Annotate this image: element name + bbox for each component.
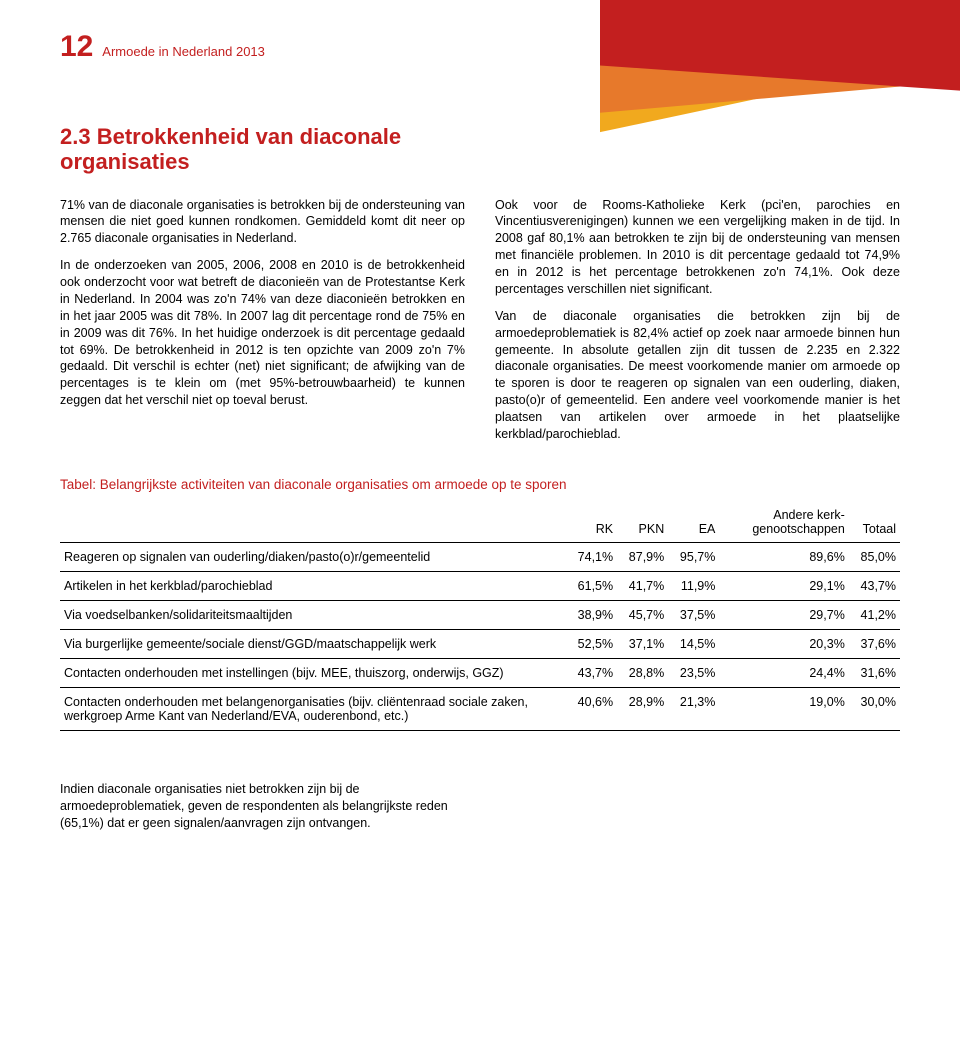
table-cell: 37,6% [849, 629, 900, 658]
table-cell: 37,1% [617, 629, 668, 658]
table-header-cell: RK [566, 502, 617, 543]
table-cell: 31,6% [849, 658, 900, 687]
table-row: Contacten onderhouden met instellingen (… [60, 658, 900, 687]
table-section: Tabel: Belangrijkste activiteiten van di… [60, 477, 900, 731]
table-cell: 45,7% [617, 600, 668, 629]
table-cell: 28,8% [617, 658, 668, 687]
table-row: Artikelen in het kerkblad/parochieblad61… [60, 571, 900, 600]
table-row: Reageren op signalen van ouderling/diake… [60, 542, 900, 571]
table-cell: 19,0% [719, 687, 848, 730]
table-cell: 40,6% [566, 687, 617, 730]
corner-shape-yellow [600, 0, 960, 140]
running-head: 12 Armoede in Nederland 2013 [60, 30, 900, 64]
activities-table: RK PKN EA Andere kerk- genootschappen To… [60, 502, 900, 731]
table-header-row: RK PKN EA Andere kerk- genootschappen To… [60, 502, 900, 543]
table-cell: 20,3% [719, 629, 848, 658]
running-title: Armoede in Nederland 2013 [102, 44, 265, 59]
table-cell: 24,4% [719, 658, 848, 687]
table-header-cell: Andere kerk- genootschappen [719, 502, 848, 543]
section-title: 2.3 Betrokkenheid van diaconale organisa… [60, 124, 420, 175]
table-body: Reageren op signalen van ouderling/diake… [60, 542, 900, 730]
table-cell: 43,7% [566, 658, 617, 687]
page: 12 Armoede in Nederland 2013 2.3 Betrokk… [0, 0, 960, 1052]
table-cell: 43,7% [849, 571, 900, 600]
table-cell: Via burgerlijke gemeente/sociale dienst/… [60, 629, 566, 658]
table-header-cell [60, 502, 566, 543]
body-paragraph: In de onderzoeken van 2005, 2006, 2008 e… [60, 257, 465, 409]
body-columns: 71% van de diaconale organisaties is bet… [60, 197, 900, 453]
table-row: Contacten onderhouden met belangenorgani… [60, 687, 900, 730]
body-paragraph: Van de diaconale organisaties die betrok… [495, 308, 900, 443]
table-cell: 74,1% [566, 542, 617, 571]
body-paragraph: 71% van de diaconale organisaties is bet… [60, 197, 465, 248]
table-cell: 87,9% [617, 542, 668, 571]
table-row: Via burgerlijke gemeente/sociale dienst/… [60, 629, 900, 658]
table-cell: 29,7% [719, 600, 848, 629]
table-cell: 89,6% [719, 542, 848, 571]
table-cell: Contacten onderhouden met instellingen (… [60, 658, 566, 687]
table-cell: 95,7% [668, 542, 719, 571]
table-cell: 21,3% [668, 687, 719, 730]
column-right: Ook voor de Rooms-Katholieke Kerk (pci'e… [495, 197, 900, 453]
table-row: Via voedselbanken/solidariteitsmaaltijde… [60, 600, 900, 629]
table-cell: 30,0% [849, 687, 900, 730]
body-paragraph: Ook voor de Rooms-Katholieke Kerk (pci'e… [495, 197, 900, 298]
table-cell: 41,2% [849, 600, 900, 629]
table-cell: Via voedselbanken/solidariteitsmaaltijde… [60, 600, 566, 629]
table-header-cell: EA [668, 502, 719, 543]
footer-note: Indien diaconale organisaties niet betro… [60, 781, 480, 832]
page-number: 12 [60, 30, 93, 63]
table-cell: 29,1% [719, 571, 848, 600]
table-cell: 38,9% [566, 600, 617, 629]
table-cell: 28,9% [617, 687, 668, 730]
table-cell: 52,5% [566, 629, 617, 658]
column-left: 71% van de diaconale organisaties is bet… [60, 197, 465, 453]
table-cell: 61,5% [566, 571, 617, 600]
table-header-cell: Totaal [849, 502, 900, 543]
table-cell: 37,5% [668, 600, 719, 629]
table-cell: Artikelen in het kerkblad/parochieblad [60, 571, 566, 600]
table-cell: Reageren op signalen van ouderling/diake… [60, 542, 566, 571]
table-cell: 14,5% [668, 629, 719, 658]
table-header-cell: PKN [617, 502, 668, 543]
table-cell: 85,0% [849, 542, 900, 571]
table-cell: 23,5% [668, 658, 719, 687]
table-cell: 41,7% [617, 571, 668, 600]
table-title: Tabel: Belangrijkste activiteiten van di… [60, 477, 900, 492]
table-cell: 11,9% [668, 571, 719, 600]
table-cell: Contacten onderhouden met belangenorgani… [60, 687, 566, 730]
